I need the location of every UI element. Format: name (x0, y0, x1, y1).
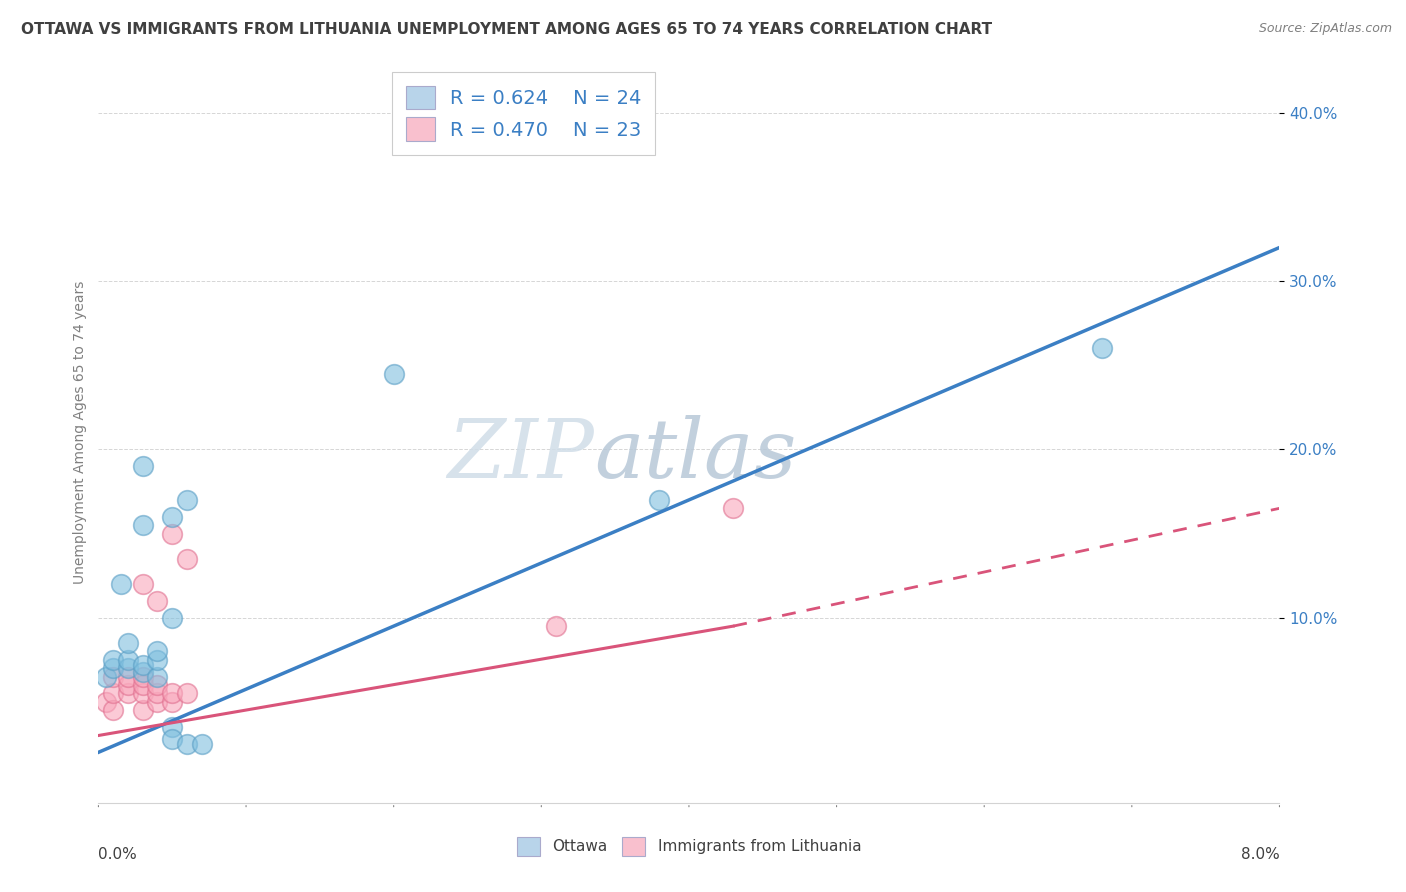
Point (546, 619, 568, 633)
Point (103, 661, 125, 675)
Point (723, 501, 745, 516)
Point (162, 509, 183, 524)
Point (94, 670, 117, 684)
Point (162, 731, 183, 746)
Point (132, 657, 155, 672)
Point (176, 686, 198, 700)
Point (146, 686, 169, 700)
Point (103, 653, 125, 667)
Point (146, 594, 169, 608)
Text: Source: ZipAtlas.com: Source: ZipAtlas.com (1258, 22, 1392, 36)
Point (146, 670, 169, 684)
Point (146, 695, 169, 709)
Point (117, 670, 139, 684)
Point (103, 686, 125, 700)
Point (132, 678, 155, 692)
Point (132, 703, 155, 717)
Text: atlas: atlas (595, 415, 797, 495)
Legend: Ottawa, Immigrants from Lithuania: Ottawa, Immigrants from Lithuania (510, 831, 868, 862)
Point (132, 577, 155, 591)
Text: 8.0%: 8.0% (1240, 847, 1279, 863)
Point (382, 367, 405, 381)
Point (146, 653, 169, 667)
Point (132, 518, 155, 533)
Text: ZIP: ZIP (447, 415, 595, 495)
Point (117, 678, 139, 692)
Point (117, 636, 139, 650)
Point (162, 720, 183, 734)
Point (162, 526, 183, 541)
Point (132, 686, 155, 700)
Point (162, 610, 183, 624)
Point (146, 678, 169, 692)
Text: 0.0%: 0.0% (98, 847, 138, 863)
Point (132, 665, 155, 679)
Point (117, 653, 139, 667)
Point (162, 695, 183, 709)
Point (117, 661, 139, 675)
Point (162, 686, 183, 700)
Point (176, 492, 198, 507)
Point (191, 737, 214, 751)
Text: OTTAWA VS IMMIGRANTS FROM LITHUANIA UNEMPLOYMENT AMONG AGES 65 TO 74 YEARS CORRE: OTTAWA VS IMMIGRANTS FROM LITHUANIA UNEM… (21, 22, 993, 37)
Point (110, 577, 132, 591)
Point (176, 737, 198, 751)
Point (103, 670, 125, 684)
Point (94, 695, 117, 709)
Point (176, 551, 198, 566)
Y-axis label: Unemployment Among Ages 65 to 74 years: Unemployment Among Ages 65 to 74 years (73, 281, 87, 584)
Point (648, 492, 671, 507)
Point (117, 686, 139, 700)
Point (146, 644, 169, 658)
Point (132, 670, 155, 684)
Point (103, 703, 125, 717)
Point (132, 459, 155, 474)
Point (1091, 342, 1114, 356)
